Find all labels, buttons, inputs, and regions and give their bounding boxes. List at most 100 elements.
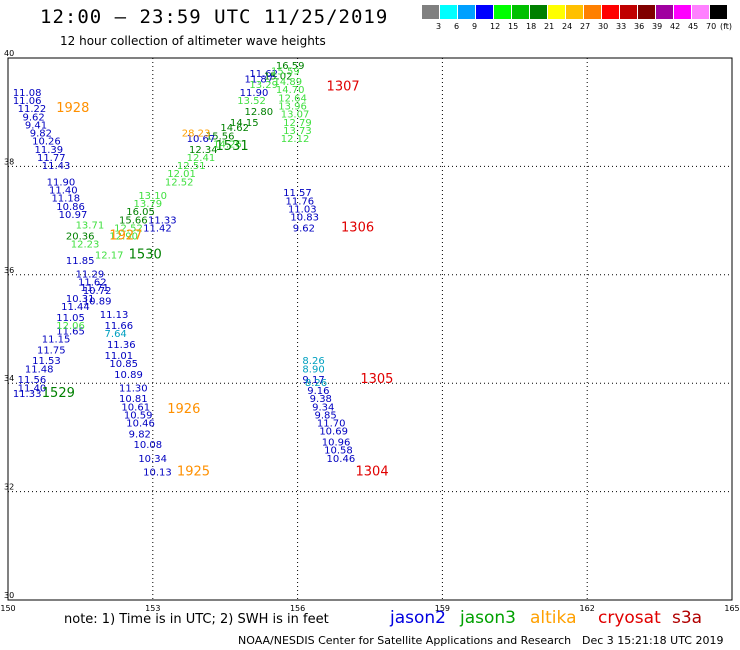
data-point-label: 11.15 bbox=[42, 335, 71, 346]
colorbar-swatch bbox=[476, 5, 494, 19]
data-point-label: 16.05 bbox=[126, 207, 155, 218]
data-point-label: 8.26 bbox=[305, 378, 327, 389]
data-point-label: 11.36 bbox=[107, 340, 136, 351]
data-point-label: 10.08 bbox=[133, 440, 162, 451]
data-point-label: 12.17 bbox=[95, 251, 124, 262]
x-tick-label: 150 bbox=[0, 604, 15, 613]
data-point-label: 11.75 bbox=[37, 345, 66, 356]
legend-altika: altika bbox=[530, 608, 577, 628]
data-point-label: 11.33 bbox=[13, 389, 42, 400]
page-title: 12:00 – 23:59 UTC 11/25/2019 bbox=[40, 6, 389, 28]
data-point-label: 12.01 bbox=[167, 169, 196, 180]
colorbar-tick-label: 6 bbox=[454, 22, 460, 31]
data-point-label: 15.56 bbox=[206, 131, 235, 142]
colorbar-swatch bbox=[638, 5, 656, 19]
data-point-label: 11.03 bbox=[288, 204, 317, 215]
data-point-label: 12.80 bbox=[245, 107, 274, 118]
colorbar-swatch bbox=[692, 5, 710, 19]
data-point-label: 11.39 bbox=[35, 145, 64, 156]
data-point-label: 14.70 bbox=[276, 85, 305, 96]
data-point-label: 11.18 bbox=[51, 194, 80, 205]
colorbar-tick-label: 18 bbox=[526, 22, 537, 31]
data-point-label: 13.71 bbox=[76, 221, 105, 232]
colorbar-tick-label: 45 bbox=[688, 22, 699, 31]
data-point-label: 8.26 bbox=[302, 356, 324, 367]
data-point-label: 12.51 bbox=[177, 161, 206, 172]
data-point-label: 10.89 bbox=[114, 370, 143, 381]
data-point-label: 11.13 bbox=[100, 310, 129, 321]
data-point-label: 8.90 bbox=[302, 364, 324, 375]
data-point-label: 11.08 bbox=[13, 88, 42, 99]
data-point-label: 9.62 bbox=[293, 223, 315, 234]
data-point-label: 10.96 bbox=[322, 438, 351, 449]
track-time-label: 1529 bbox=[42, 386, 75, 401]
data-point-label: 14.89 bbox=[273, 77, 302, 88]
x-tick-label: 165 bbox=[724, 604, 739, 613]
data-point-label: 11.05 bbox=[56, 313, 85, 324]
track-time-label: 1306 bbox=[341, 220, 374, 235]
data-point-label: 14.26 bbox=[213, 139, 242, 150]
colorbar-swatch bbox=[512, 5, 530, 19]
colorbar-swatch bbox=[458, 5, 476, 19]
data-point-label: 11.22 bbox=[18, 104, 47, 115]
colorbar-swatch bbox=[494, 5, 512, 19]
data-point-label: 9.85 bbox=[314, 410, 336, 421]
colorbar-swatch bbox=[602, 5, 620, 19]
track-time-label: 1925 bbox=[177, 464, 210, 479]
colorbar-swatch bbox=[422, 5, 440, 19]
data-point-label: 7.64 bbox=[105, 329, 127, 340]
x-tick-label: 153 bbox=[145, 604, 160, 613]
colorbar-swatch bbox=[710, 5, 728, 19]
data-point-label: 14.15 bbox=[230, 118, 259, 129]
data-point-label: 9.41 bbox=[25, 120, 47, 131]
data-point-label: 12.90 bbox=[109, 232, 138, 243]
data-point-label: 15.02 bbox=[264, 72, 293, 83]
data-point-label: 9.17 bbox=[302, 375, 324, 386]
data-point-label: 15.66 bbox=[119, 215, 148, 226]
legend-cryosat: cryosat bbox=[598, 608, 661, 628]
data-point-label: 10.58 bbox=[324, 446, 353, 457]
data-point-label: 10.69 bbox=[319, 427, 348, 438]
data-point-label: 9.38 bbox=[310, 394, 332, 405]
data-point-label: 10.85 bbox=[109, 359, 138, 370]
data-point-label: 13.79 bbox=[133, 199, 162, 210]
data-point-label: 13.07 bbox=[281, 110, 310, 121]
data-point-label: 11.42 bbox=[143, 223, 172, 234]
colorbar-tick-label: 30 bbox=[598, 22, 609, 31]
data-point-label: 11.57 bbox=[283, 188, 312, 199]
data-point-label: 14.62 bbox=[220, 123, 249, 134]
colorbar-tick-label: 12 bbox=[490, 22, 501, 31]
x-tick-label: 156 bbox=[290, 604, 305, 613]
data-point-label: 11.77 bbox=[37, 153, 66, 164]
y-tick-label: 34 bbox=[4, 374, 14, 383]
y-tick-label: 36 bbox=[4, 266, 14, 275]
colorbar-swatch bbox=[656, 5, 674, 19]
data-point-label: 15.59 bbox=[271, 66, 300, 77]
colorbar-tick-label: 39 bbox=[652, 22, 663, 31]
colorbar-tick-label: 42 bbox=[670, 22, 681, 31]
data-point-label: 11.06 bbox=[13, 96, 42, 107]
colorbar-unit: (ft) bbox=[720, 22, 733, 31]
data-point-label: 10.46 bbox=[126, 419, 155, 430]
data-point-label: 11.40 bbox=[49, 186, 78, 197]
data-point-label: 11.29 bbox=[76, 270, 105, 281]
colorbar-tick-label: 70 bbox=[706, 22, 717, 31]
data-point-label: 11.65 bbox=[56, 326, 85, 337]
data-point-label: 10.59 bbox=[124, 410, 153, 421]
footer-credit: NOAA/NESDIS Center for Satellite Applica… bbox=[238, 634, 572, 647]
data-point-label: 11.87 bbox=[245, 74, 274, 85]
data-point-label: 11.30 bbox=[119, 383, 148, 394]
plot-frame bbox=[7, 57, 733, 601]
data-point-label: 10.31 bbox=[66, 294, 95, 305]
data-point-label: 12.23 bbox=[71, 240, 100, 251]
track-time-label: 1305 bbox=[360, 372, 393, 387]
x-tick-label: 159 bbox=[435, 604, 450, 613]
data-point-label: 10.86 bbox=[56, 202, 85, 213]
data-point-label: 10.13 bbox=[143, 467, 172, 478]
colorbar-tick-label: 21 bbox=[544, 22, 555, 31]
data-point-label: 10.34 bbox=[138, 454, 167, 465]
colorbar-swatch bbox=[440, 5, 458, 19]
data-point-label: 10.26 bbox=[32, 137, 61, 148]
